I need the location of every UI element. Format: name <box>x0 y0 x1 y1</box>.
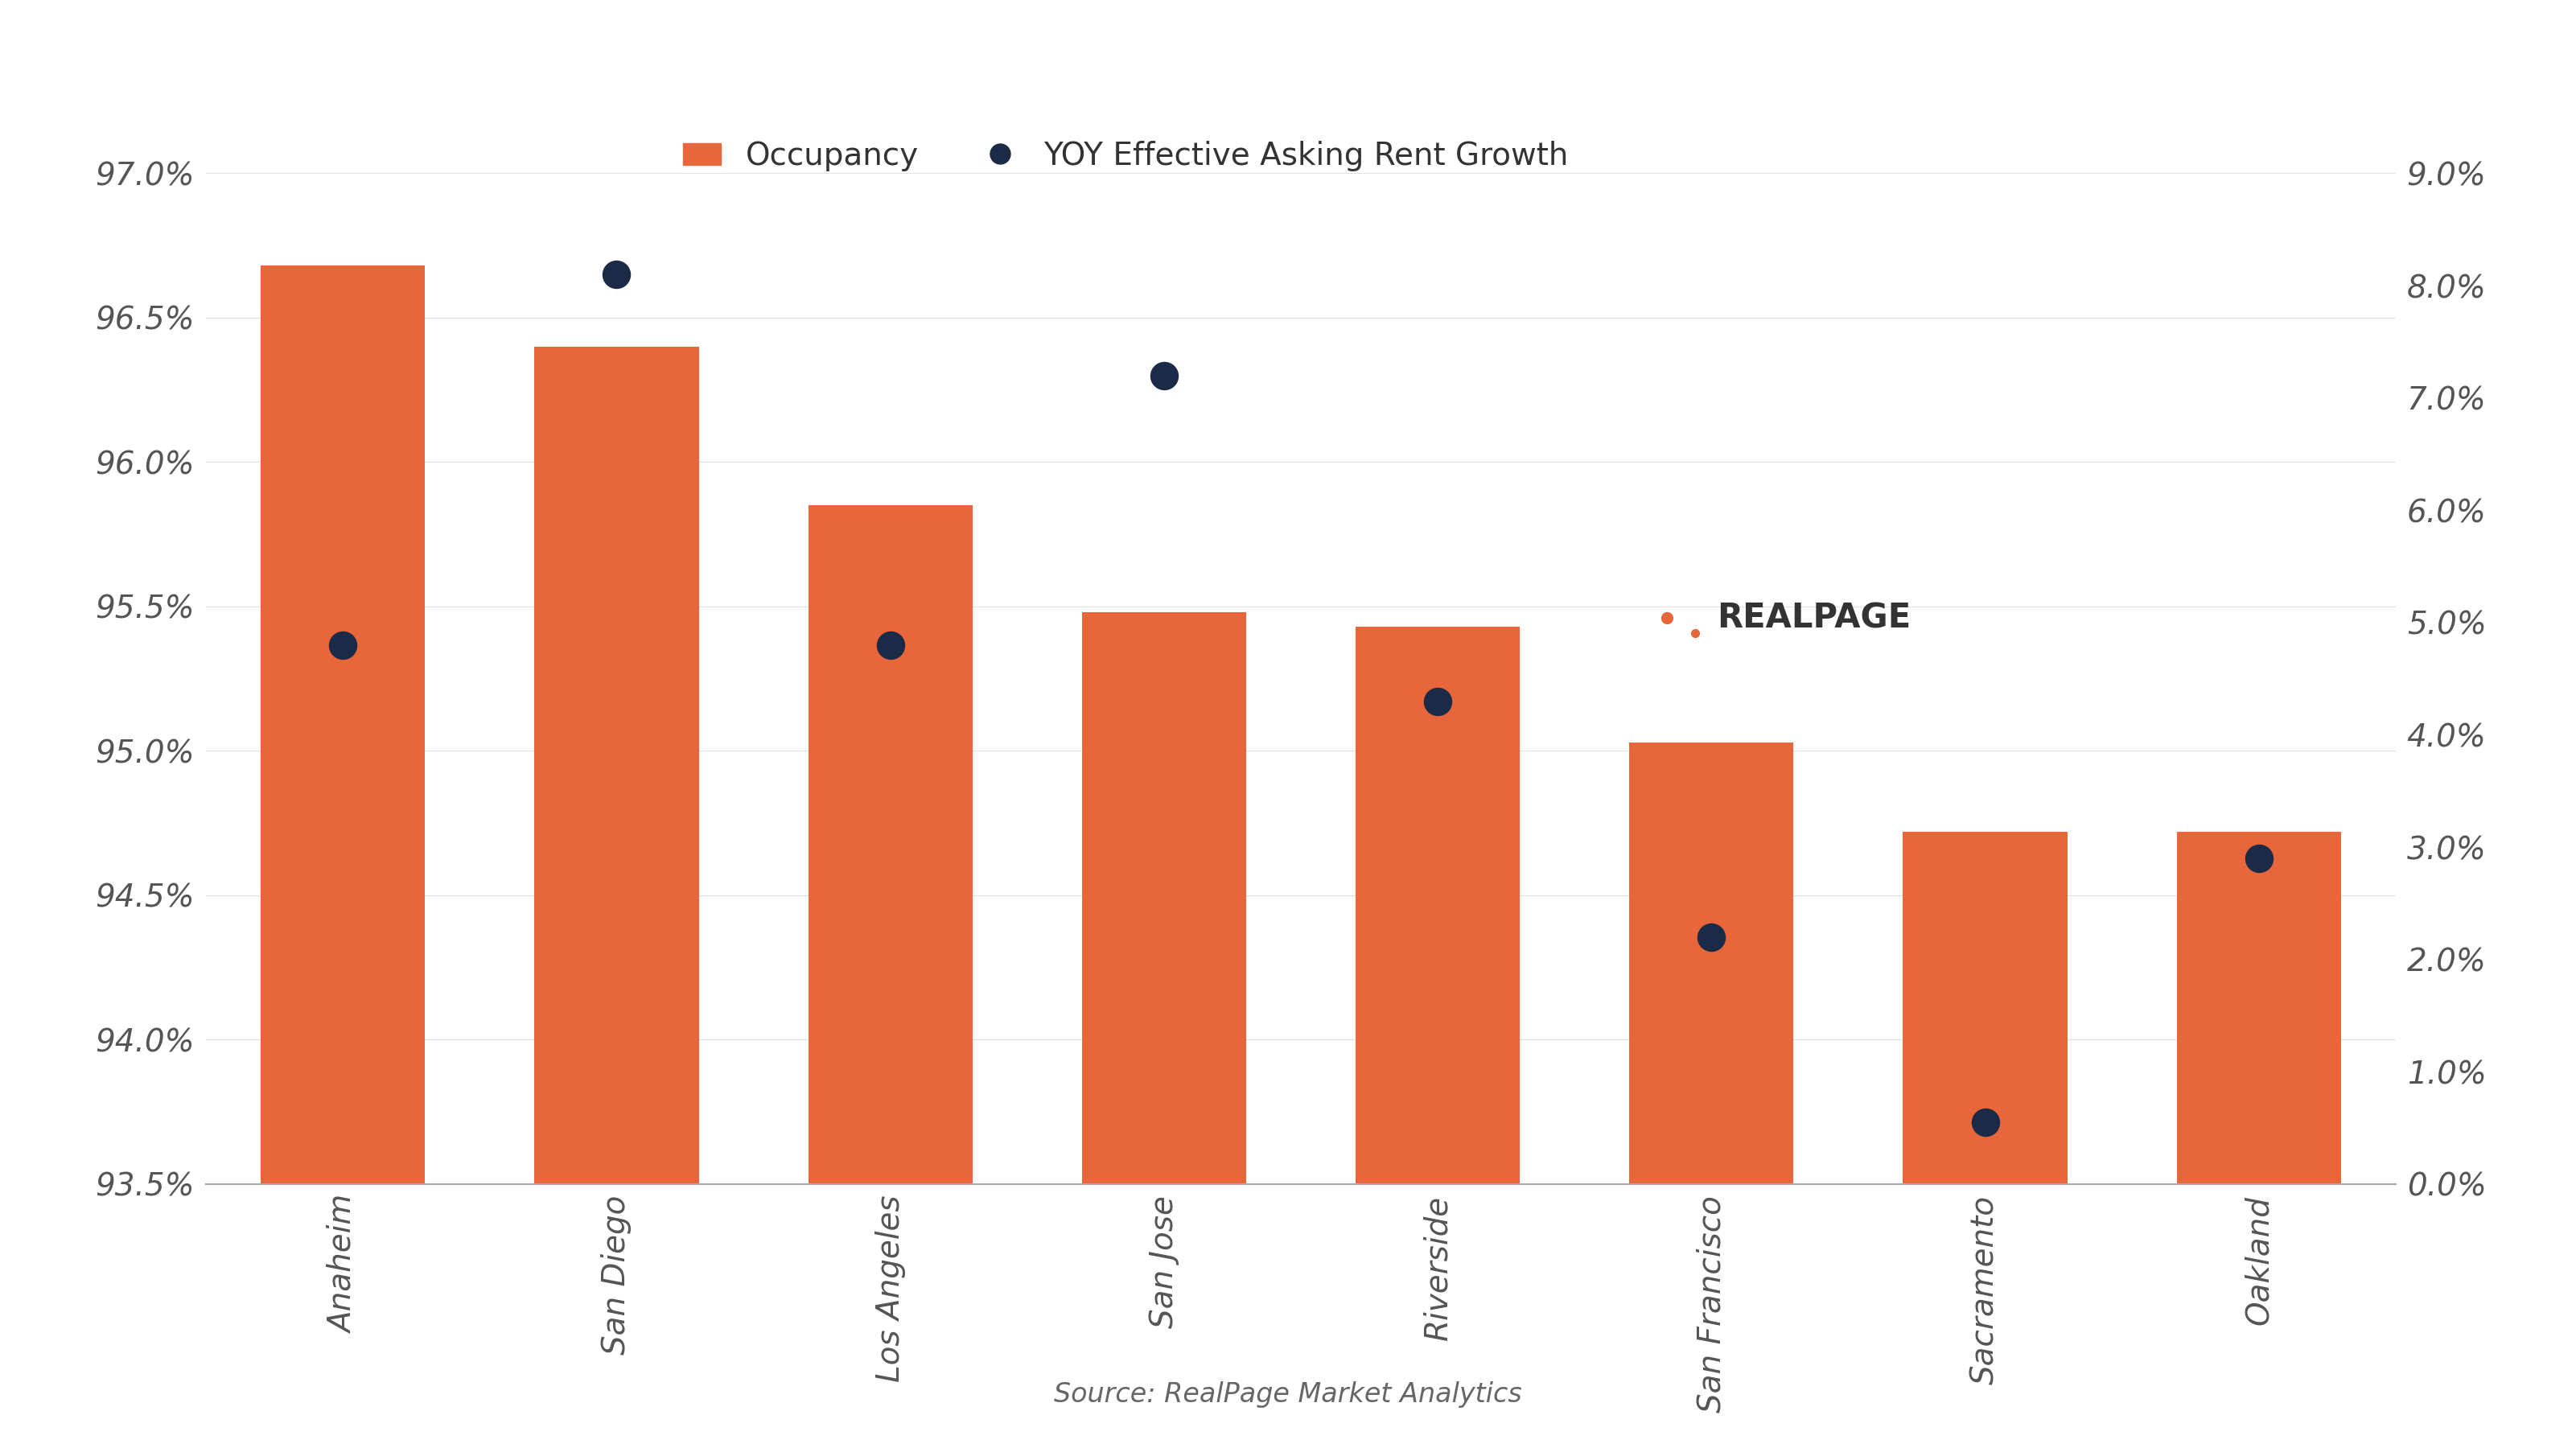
Bar <box>2177 832 2342 1184</box>
Bar <box>1355 627 1520 1184</box>
Text: REALPAGE: REALPAGE <box>1718 601 1911 635</box>
Bar <box>536 347 698 1184</box>
Bar <box>260 266 425 1184</box>
Bar <box>1904 832 2069 1184</box>
Bar <box>809 505 974 1184</box>
Point <box>595 263 636 286</box>
Point <box>1144 364 1185 387</box>
Bar <box>1631 742 1793 1184</box>
Point <box>2239 846 2280 869</box>
Point <box>322 634 363 657</box>
Point <box>1965 1110 2007 1134</box>
Point <box>871 634 912 657</box>
Point <box>1690 926 1731 949</box>
Point <box>1417 690 1458 713</box>
Text: Source: RealPage Market Analytics: Source: RealPage Market Analytics <box>1054 1382 1522 1408</box>
Bar <box>1082 612 1247 1184</box>
Legend: Occupancy, YOY Effective Asking Rent Growth: Occupancy, YOY Effective Asking Rent Gro… <box>670 129 1582 183</box>
